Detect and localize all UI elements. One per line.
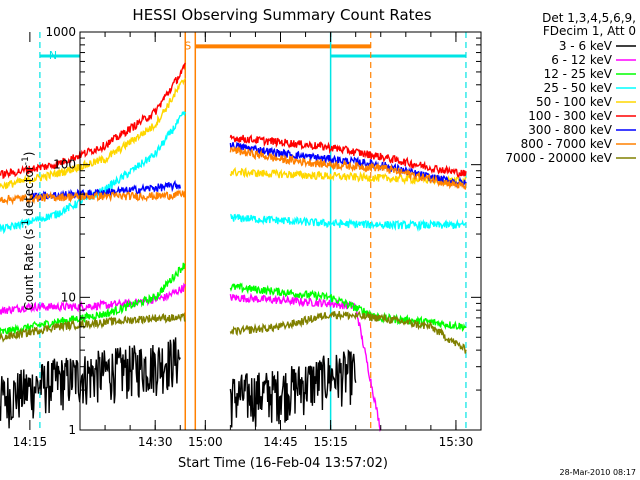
series-4 xyxy=(0,78,467,190)
x-tick-label: 14:30 xyxy=(138,435,173,449)
flag-label-n: N xyxy=(49,49,57,62)
series-line-post xyxy=(229,134,467,178)
flag-label-s: S xyxy=(184,39,191,52)
x-tick-label: 15:30 xyxy=(439,435,474,449)
series-line-pre xyxy=(0,78,186,190)
y-tick-label: 1 xyxy=(68,423,76,437)
y-tick-label: 1000 xyxy=(45,25,76,39)
chart-title: HESSI Observing Summary Count Rates xyxy=(132,6,431,24)
y-tick-label: 100 xyxy=(53,158,76,172)
y-axis-label-main: Count Rate (s xyxy=(22,229,36,311)
legend-label: 800 - 7000 keV xyxy=(521,137,613,151)
series-line-pre xyxy=(0,62,186,180)
series-line-post xyxy=(230,213,467,233)
y-tick-label: 10 xyxy=(61,290,76,304)
data-series xyxy=(0,62,467,433)
legend-label: 12 - 25 keV xyxy=(544,67,613,81)
series-2 xyxy=(0,262,467,336)
timestamp: 28-Mar-2010 08:17 xyxy=(560,468,637,477)
y-axis-label-sup1: -1 xyxy=(21,220,31,229)
series-line-post xyxy=(229,145,467,190)
x-tick-label: 15:00 xyxy=(188,435,223,449)
y-axis-label-mid: detector xyxy=(22,165,36,220)
x-tick-label: 14:45 xyxy=(263,435,298,449)
series-line-pre xyxy=(0,111,186,235)
legend-label: 3 - 6 keV xyxy=(559,39,613,53)
x-tick-label: 15:15 xyxy=(313,435,348,449)
legend-label: 7000 - 20000 keV xyxy=(505,151,612,165)
series-7 xyxy=(0,145,467,206)
x-tick-label: 14:15 xyxy=(13,435,48,449)
x-axis-label: Start Time (16-Feb-04 13:57:02) xyxy=(178,456,388,471)
flag-markers: NS xyxy=(39,32,467,430)
y-axis-label-sup2: -1 xyxy=(21,156,31,165)
series-line-pre xyxy=(0,337,181,429)
series-5 xyxy=(0,62,467,180)
legend-label: 50 - 100 keV xyxy=(536,95,613,109)
legend-label: 100 - 300 keV xyxy=(528,109,612,123)
legend-label: 300 - 800 keV xyxy=(528,123,612,137)
series-3 xyxy=(0,111,467,235)
legend-header-line-2: FDecim 1, Att 0 xyxy=(543,24,636,38)
legend: Det 1,3,4,5,6,9, FDecim 1, Att 0 3 - 6 k… xyxy=(505,11,636,165)
y-axis-label-end: ) xyxy=(22,152,36,157)
series-line-post xyxy=(229,349,357,428)
legend-header-line-1: Det 1,3,4,5,6,9, xyxy=(542,11,636,25)
series-line-pre xyxy=(0,312,186,343)
series-line-post xyxy=(229,310,467,354)
legend-label: 25 - 50 keV xyxy=(544,81,613,95)
series-0 xyxy=(0,337,357,429)
series-line-pre xyxy=(0,262,186,336)
series-line-post xyxy=(229,166,467,187)
series-8 xyxy=(0,310,467,354)
legend-label: 6 - 12 keV xyxy=(551,53,613,67)
y-axis-label: Count Rate (s-1 detector-1) xyxy=(21,152,36,311)
y-axis: 1 10 100 1000 xyxy=(45,25,481,437)
series-line-pre xyxy=(0,189,186,206)
series-line-post xyxy=(229,282,467,333)
